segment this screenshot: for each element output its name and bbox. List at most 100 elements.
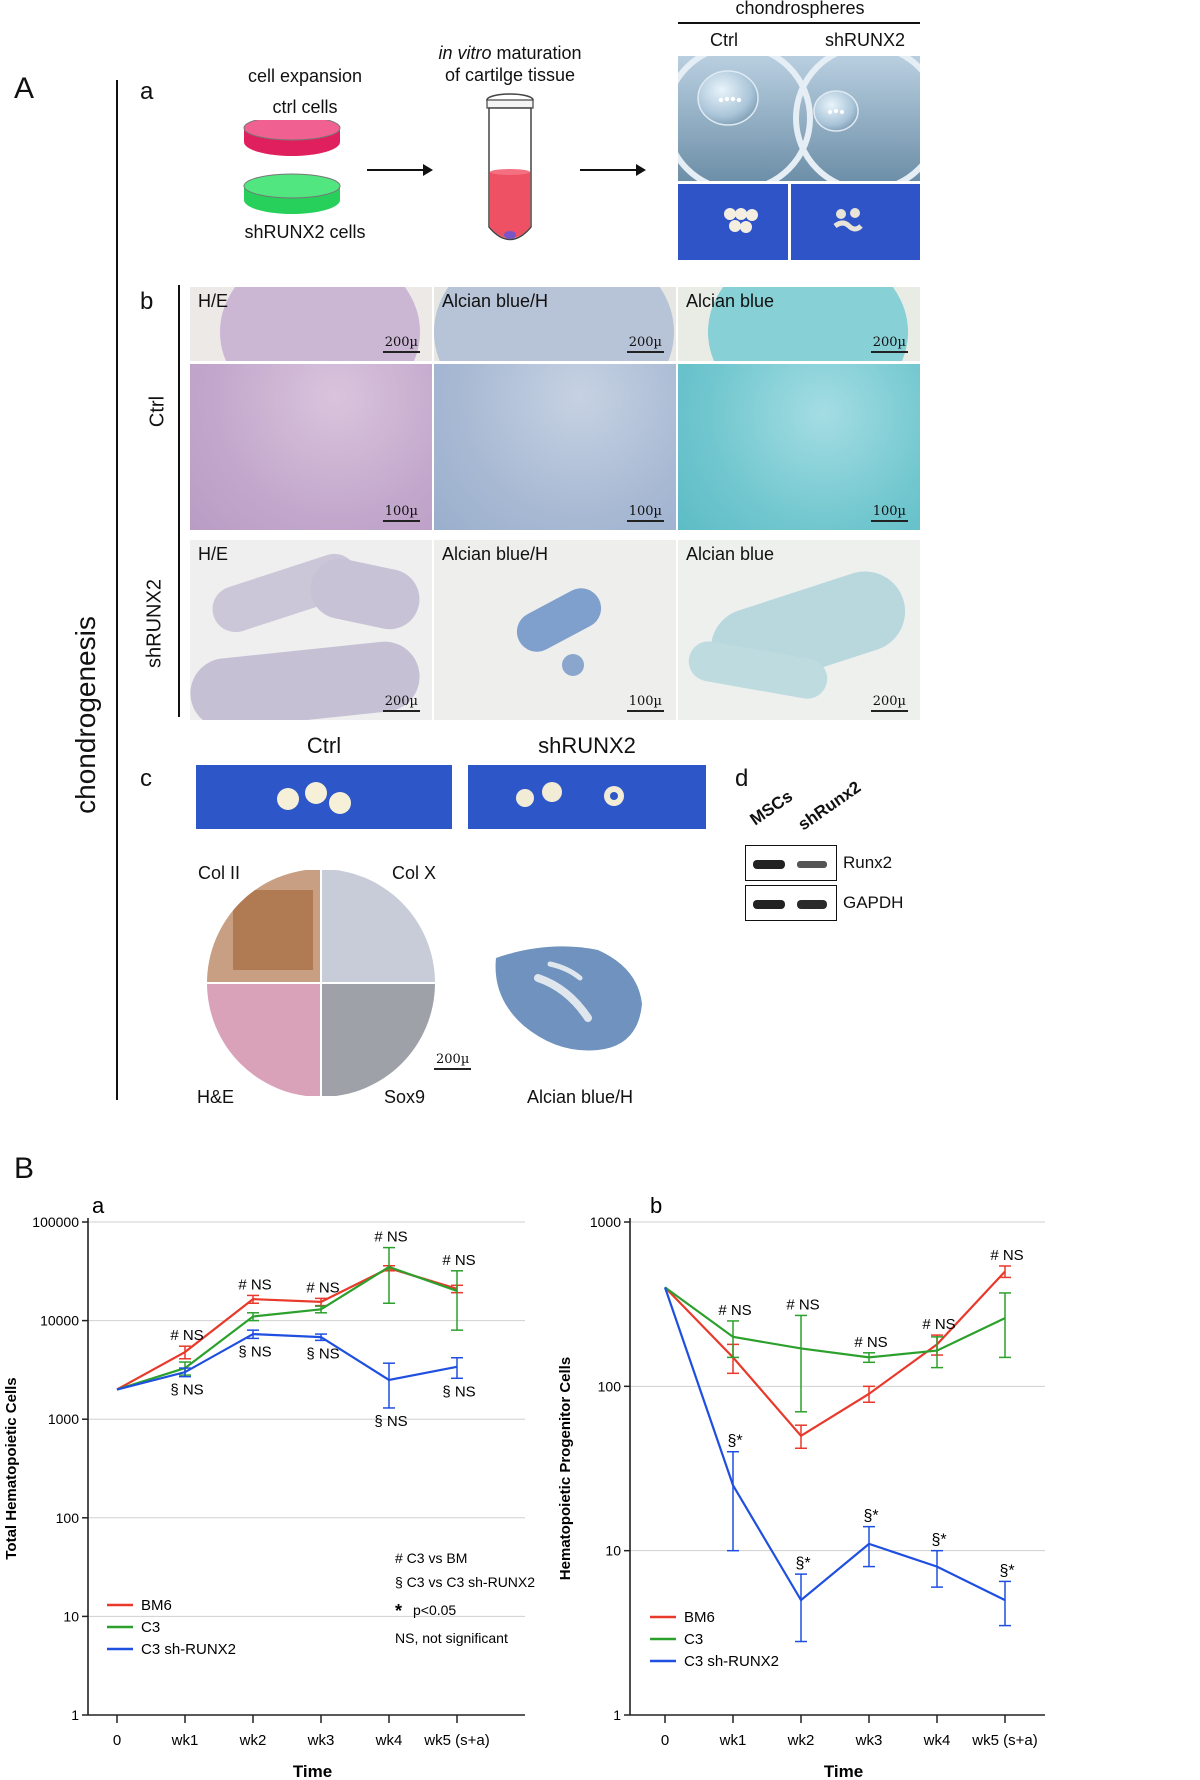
panel-d-letter: d [735,765,749,792]
chondrospheres-label: chondrospheres [735,0,865,18]
x-tick-label: wk5 (s+a) [971,1732,1037,1749]
annotation-top: # NS [990,1247,1023,1264]
y-tick-label: 10000 [40,1313,79,1329]
ctrl-cells-label: ctrl cells [272,97,338,117]
shrunx2-cells-label: shRUNX2 cells [244,222,366,242]
panel-A-letter: A [14,72,35,105]
chondrospheres-rule [678,22,920,24]
x-tick-label: wk1 [171,1732,199,1749]
legend-label: BM6 [141,1597,172,1614]
legend-label: BM6 [684,1609,715,1626]
panel-b-vline [178,285,180,717]
annotation-top: # NS [374,1229,407,1246]
c-sh-label: shRUNX2 [538,733,636,758]
note-pvalue: p<0.05 [413,1602,456,1618]
series-line [664,1270,1006,1438]
scale-bar: 200µ [626,336,664,353]
label-alcian-h: Alcian blue/H [442,291,549,311]
row-label-ctrl: Ctrl [146,395,169,428]
scale-bar: 100µ [626,505,664,522]
chart-total-hematopoietic: a 1 10 100 1000 10000 100000 0 wk1 wk2 wk3 wk4 wk5 (… [3,1193,535,1780]
ctrl-alcian-high-mag: 100µ [678,364,920,530]
label-alcian-h: Alcian blue/H [442,544,549,564]
scale-bar: 200µ [870,336,908,353]
scale-bar: 100µ [382,505,420,522]
c-scale-bar: 200µ [434,1053,472,1070]
chondrospheres-sh-label: shRUNX2 [825,30,906,50]
y-tick-label: 10 [63,1608,79,1624]
y-tick-label: 1 [71,1707,79,1723]
annotation-top: # NS [922,1316,955,1333]
series-line [116,1267,458,1391]
y-tick-label: 100 [598,1378,622,1394]
y-tick-label: 1 [613,1707,621,1723]
sh-alcian: Alcian blue 200µ [678,540,920,720]
annotation-top: # NS [238,1276,271,1293]
annotation-top: # NS [718,1302,751,1319]
ctrl-alcian-low-mag: Alcian blue 200µ [678,287,920,361]
test-tube [486,93,534,241]
x-axis-label: Time [293,1762,332,1780]
chondrogenesis-label: chondrogenesis [70,616,101,814]
x-tick-label: wk5 (s+a) [423,1732,489,1749]
sh-alcian-h: Alcian blue/H 100µ [434,540,676,720]
x-tick-label: wk2 [239,1732,267,1749]
scale-bar: 200µ [382,336,420,353]
scale-bar: 100µ [626,695,664,712]
annotation-bottom: § NS [306,1345,339,1362]
petri-dishes [243,120,341,214]
series-line [116,1265,458,1391]
c-ctrl-label: Ctrl [306,733,342,758]
y-axis-label: Hematopoietic Progenitor Cells [557,1357,574,1580]
annotation-bottom: § NS [170,1382,203,1399]
annotation-top: # NS [442,1252,475,1269]
legend-label: C3 [141,1619,160,1636]
sh-alcian-h-section [495,946,642,1051]
x-tick-label: wk1 [719,1732,747,1749]
chart-hematopoietic-progenitor: b 1 10 100 1000 0 wk1 wk2 wk3 wk4 wk5 (s+a) Time Hem… [557,1193,1045,1780]
annotation-bottom: §* [931,1532,946,1549]
annotation-top: # NS [170,1327,203,1344]
maturation-line2: of cartilge tissue [444,65,576,85]
col-ii-label: Col II [198,863,241,883]
annotation-bottom: § NS [374,1413,407,1430]
lane-label-shrunx2: shRunx2 [794,777,865,835]
label-alcian: Alcian blue [686,291,775,311]
x-tick-label: wk3 [307,1732,335,1749]
panel-a-letter: a [140,78,154,105]
cell-expansion-label: cell expansion [247,66,363,86]
x-tick-label: 0 [113,1732,121,1749]
annotation-bottom: §* [795,1555,810,1572]
y-tick-label: 10 [605,1543,621,1559]
series-line [663,1287,1006,1602]
panel-B-letter: B [14,1152,35,1185]
annotation-top: # NS [306,1279,339,1296]
chondrospheres-pellets-photo [678,184,920,260]
annotation-top: # NS [786,1296,819,1313]
y-axis-label: Total Hematopoietic Cells [3,1377,20,1559]
he-label: H&E [197,1087,235,1107]
ctrl-he-high-mag: 100µ [190,364,432,530]
sh-petri-dish [243,173,341,214]
annotation-bottom: §* [863,1508,878,1525]
scale-bar: 200µ [382,695,420,712]
x-tick-label: wk4 [375,1732,403,1749]
annotation-bottom: § NS [238,1343,271,1360]
c-ctrl-pellets-photo [196,765,452,829]
series-line [116,1332,458,1391]
arrow-right-icon [367,164,433,176]
annotation-bottom: §* [727,1433,742,1450]
western-blot [745,845,837,921]
annotation-top: # NS [854,1334,887,1351]
x-tick-label: wk4 [923,1732,951,1749]
x-tick-label: wk3 [855,1732,883,1749]
ctrl-alcian-h-low-mag: Alcian blue/H 200µ [434,287,676,361]
annotation-bottom: §* [999,1562,1014,1579]
in-vitro-italic: in vitro [438,43,492,63]
y-tick-label: 100 [56,1510,80,1526]
legend-label: C3 sh-RUNX2 [684,1653,779,1670]
annotation-bottom: § NS [442,1383,475,1400]
label-he: H/E [198,544,229,564]
col-x-label: Col X [392,863,437,883]
y-tick-label: 100000 [32,1214,79,1230]
